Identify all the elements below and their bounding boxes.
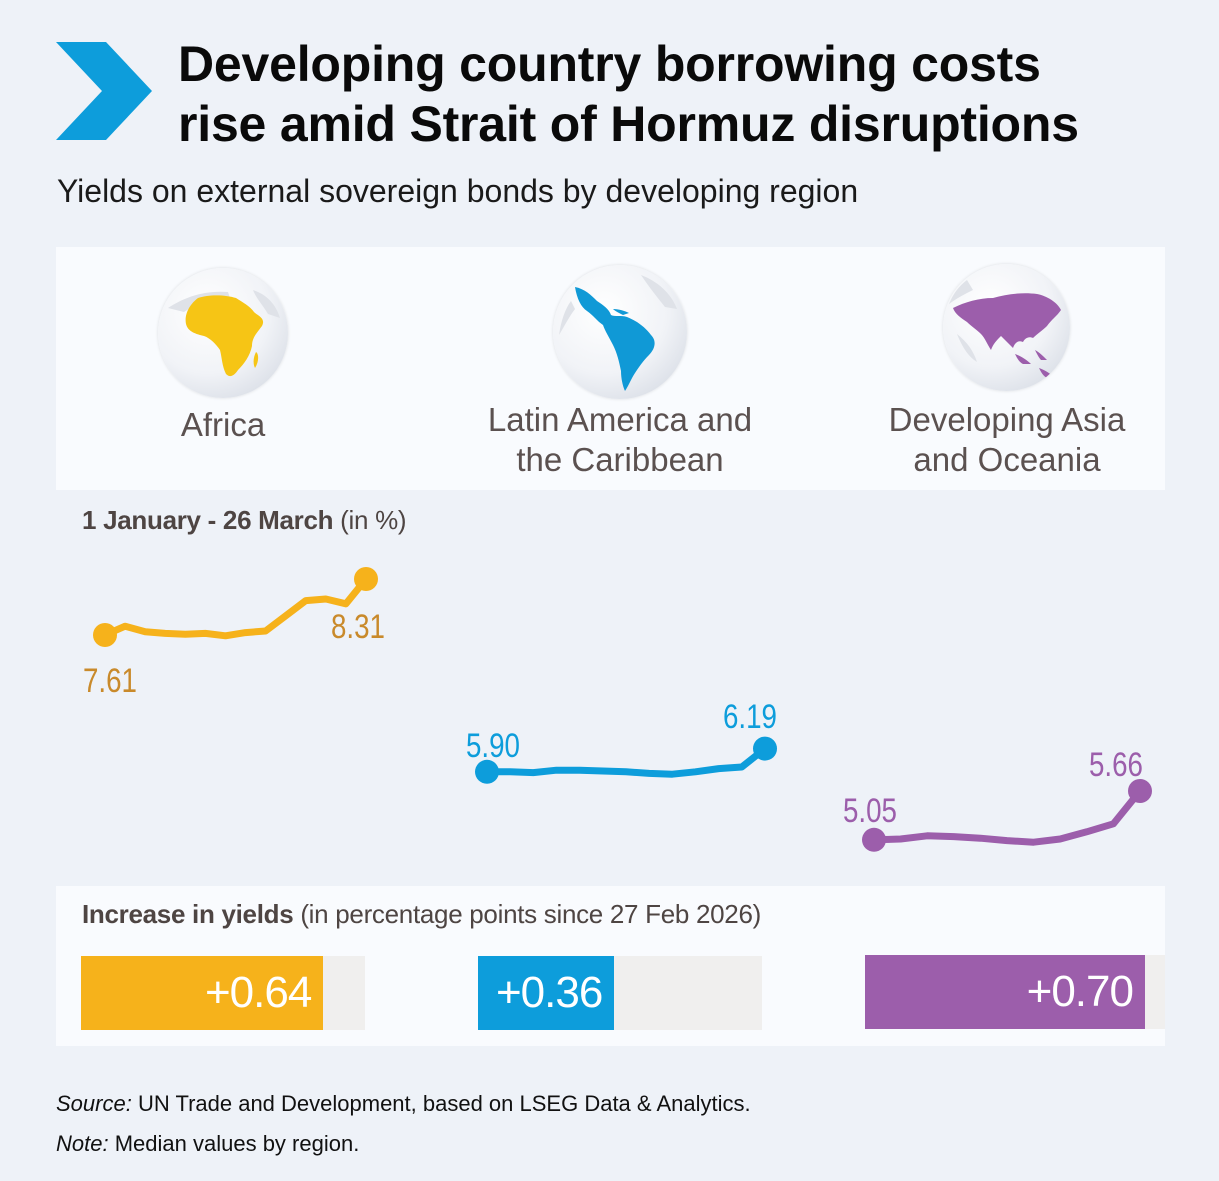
- source-note: Source: UN Trade and Development, based …: [56, 1091, 751, 1117]
- chevron-icon: [56, 42, 152, 140]
- start-point-latam: [475, 759, 499, 784]
- note-text: Median values by region.: [114, 1131, 360, 1156]
- series-line-asia: [870, 787, 1144, 846]
- latin-america-globe-icon: [553, 265, 687, 399]
- title-line-2: rise amid Strait of Hormuz disruptions: [178, 96, 1079, 152]
- bar-track-asia: +0.70: [865, 955, 1165, 1029]
- bar-label-latam: +0.36: [495, 968, 603, 1017]
- footnote: Note: Median values by region.: [56, 1131, 359, 1157]
- increase-title: Increase in yields (in percentage points…: [82, 899, 761, 930]
- period-dates: 1 January - 26 March: [82, 505, 334, 535]
- region-label-asia: Developing Asia and Oceania: [888, 401, 1126, 478]
- bar-asia: +0.70: [865, 955, 1145, 1029]
- end-label-africa: 8.31: [331, 608, 385, 646]
- end-point-africa: [354, 567, 378, 591]
- bar-label-asia: +0.70: [1026, 967, 1134, 1016]
- end-label-asia: 5.66: [1089, 746, 1143, 784]
- period-unit: (in %): [340, 505, 407, 535]
- bar-track-latam: +0.36: [478, 956, 762, 1030]
- bar-africa: +0.64: [81, 956, 324, 1030]
- increase-title-rest: (in percentage points since 27 Feb 2026): [300, 899, 761, 929]
- note-label: Note:: [56, 1131, 109, 1156]
- page-subtitle: Yields on external sovereign bonds by de…: [57, 173, 859, 209]
- series-line-latam: [483, 745, 769, 778]
- start-point-asia: [862, 827, 886, 852]
- start-point-africa: [93, 623, 117, 647]
- page-title: Developing country borrowing costs rise …: [178, 34, 1079, 154]
- bar-track-africa: +0.64: [81, 956, 365, 1030]
- end-label-latam: 6.19: [723, 698, 777, 736]
- period-label: 1 January - 26 March (in %): [82, 505, 407, 536]
- source-label: Source:: [56, 1091, 132, 1116]
- bar-label-africa: +0.64: [204, 968, 312, 1017]
- start-label-africa: 7.61: [83, 662, 137, 700]
- asia-globe-icon: [943, 264, 1070, 391]
- region-label-latin-america: Latin America and the Caribbean: [487, 401, 753, 478]
- region-label-africa: Africa: [180, 406, 266, 443]
- bar-latam: +0.36: [478, 956, 615, 1030]
- start-label-latam: 5.90: [466, 727, 520, 765]
- end-point-asia: [1128, 779, 1152, 803]
- africa-globe-icon: [158, 268, 288, 398]
- end-point-latam: [753, 736, 777, 761]
- title-line-1: Developing country borrowing costs: [178, 36, 1041, 92]
- increase-title-bold: Increase in yields: [82, 899, 294, 929]
- source-text: UN Trade and Development, based on LSEG …: [137, 1091, 751, 1116]
- series-line-africa: [101, 575, 370, 640]
- start-label-asia: 5.05: [843, 792, 897, 830]
